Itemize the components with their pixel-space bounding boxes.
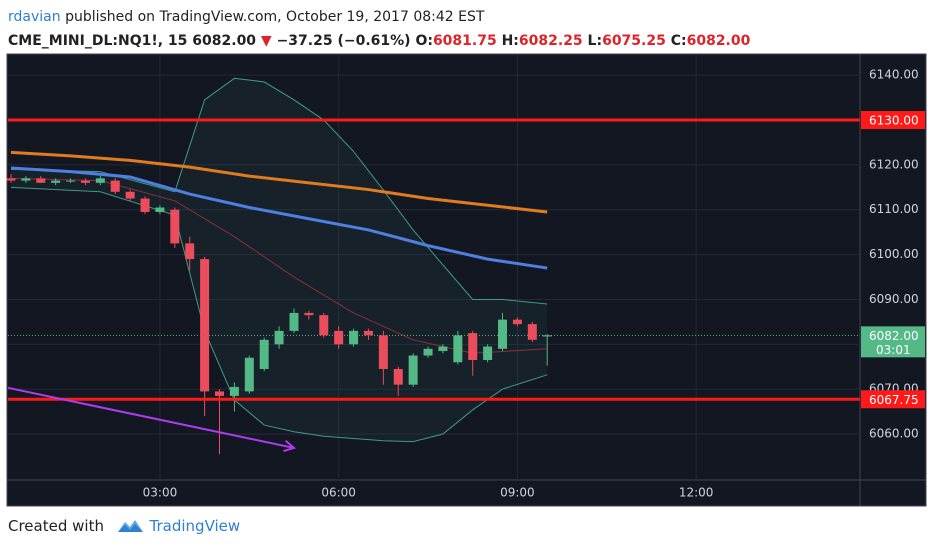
candle-body	[229, 386, 239, 396]
candle-body	[125, 191, 135, 199]
arrow-line	[7, 386, 295, 449]
published: published on TradingView.com, October 19…	[65, 9, 485, 25]
band-fill	[10, 78, 548, 442]
header: rdavian published on TradingView.com, Oc…	[8, 5, 750, 53]
logo	[117, 520, 143, 532]
x-tick-label: 12:00	[679, 486, 714, 500]
level-label-box	[861, 390, 925, 409]
candle-body	[453, 335, 463, 363]
candle-body	[21, 178, 31, 181]
header-line-2: CME_MINI_DL:NQ1!, 15 6082.00 ▼ −37.25 (−…	[8, 29, 750, 53]
o: 6081.75	[432, 33, 497, 49]
moving-average	[10, 150, 548, 214]
l: 6075.25	[602, 33, 666, 49]
candle-body	[36, 178, 46, 183]
candle-body	[349, 330, 359, 345]
arrow-head	[283, 440, 297, 453]
candle-body	[6, 178, 16, 181]
header-line-1: rdavian published on TradingView.com, Oc…	[8, 5, 750, 29]
x-tick-label: 09:00	[500, 486, 535, 500]
created-with: Created with	[8, 517, 104, 535]
band-lower	[10, 186, 548, 443]
candle-body	[155, 207, 165, 212]
level-label-box	[861, 111, 925, 130]
candle-body	[274, 330, 284, 345]
candle-body	[527, 324, 537, 340]
candle-body	[259, 339, 269, 369]
countdown-label: 03:01	[876, 343, 911, 357]
candle-body	[542, 335, 552, 337]
candle-body	[334, 330, 344, 345]
h: 6082.25	[518, 33, 583, 49]
change-arrow: ▼	[260, 33, 272, 49]
candle-body	[483, 346, 493, 361]
candle-body	[363, 330, 373, 336]
y-tick-label: 6120.00	[869, 157, 919, 171]
y-tick-label: 6100.00	[869, 247, 919, 261]
l-key: L:	[587, 33, 603, 49]
price: 6082.00	[192, 33, 257, 49]
candle-body	[468, 333, 478, 361]
candle-body	[393, 368, 403, 385]
last-price-label: 6082.00	[869, 329, 919, 343]
h-key: H:	[501, 33, 519, 49]
candle-body	[244, 357, 254, 392]
candle-body	[438, 346, 448, 352]
moving-average	[10, 166, 548, 270]
y-tick-label: 6060.00	[869, 427, 919, 441]
candle-body	[185, 243, 195, 260]
candle-body	[304, 312, 314, 316]
change: −37.25 (−0.61%)	[276, 33, 411, 49]
candle-body	[66, 180, 76, 182]
candle-body	[512, 319, 522, 325]
candle-body	[319, 315, 329, 336]
c-key: C:	[670, 33, 687, 49]
level-label: 6067.75	[869, 393, 919, 407]
candle-body	[200, 259, 210, 392]
candle-body	[408, 355, 418, 385]
footer: Created with TradingView	[8, 516, 240, 535]
candle-body	[215, 391, 225, 396]
candle-body	[289, 312, 299, 331]
candle-body	[110, 180, 120, 192]
o-key: O:	[415, 33, 433, 49]
moving-average	[10, 177, 548, 354]
c: 6082.00	[686, 33, 751, 49]
y-tick-label: 6090.00	[869, 292, 919, 306]
y-tick-label: 6140.00	[869, 68, 919, 82]
level-label: 6130.00	[869, 114, 919, 128]
chart-background	[6, 53, 927, 507]
candle-body	[498, 319, 508, 349]
candle-body	[80, 180, 90, 183]
candle-body	[170, 209, 180, 244]
x-tick-label: 03:00	[143, 486, 178, 500]
candle-body	[51, 180, 61, 183]
candle-body	[423, 348, 433, 356]
brand[interactable]: TradingView	[149, 517, 241, 535]
candle-body	[95, 178, 105, 183]
author[interactable]: rdavian	[8, 9, 61, 25]
candle-body	[140, 198, 150, 212]
last-price-box	[861, 326, 925, 358]
symbol: CME_MINI_DL:NQ1!, 15	[8, 33, 188, 49]
y-tick-label: 6110.00	[869, 202, 919, 216]
candle-body	[378, 335, 388, 369]
x-tick-label: 06:00	[321, 486, 356, 500]
